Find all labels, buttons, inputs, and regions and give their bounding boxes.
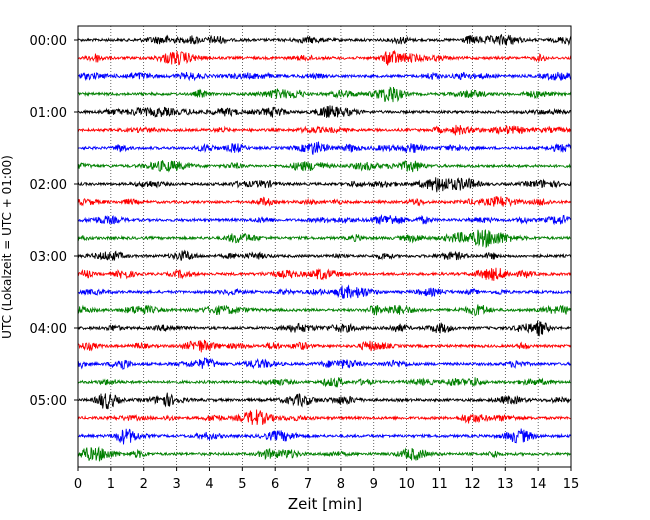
x-tick-label-7: 7 [304,477,312,492]
trace-03-00 [77,249,572,262]
trace-01-00 [77,105,572,118]
x-tick-label-4: 4 [205,477,213,492]
trace-05-15 [77,409,572,425]
x-tick-label-13: 13 [497,477,514,492]
trace-05-00 [77,392,572,410]
x-tick-label-9: 9 [370,477,378,492]
x-tick-label-5: 5 [238,477,246,492]
trace-02-00 [77,177,572,193]
trace-02-30 [77,213,572,226]
trace-00-30 [77,71,572,82]
x-tick-label-6: 6 [271,477,279,492]
x-tick-label-11: 11 [431,477,448,492]
trace-04-30 [77,357,572,370]
x-axis-label: Zeit [min] [288,495,362,513]
x-tick-label-15: 15 [563,477,580,492]
x-tick-label-10: 10 [398,477,415,492]
trace-04-45 [77,377,572,388]
y-tick-label-05-00: 05:00 [30,394,67,409]
trace-group [77,33,572,462]
trace-01-45 [77,160,572,173]
trace-05-30 [77,428,572,445]
trace-02-15 [77,196,571,208]
x-tick-label-0: 0 [74,477,82,492]
trace-00-00 [77,33,572,47]
x-tick-label-12: 12 [464,477,481,492]
x-tick-label-2: 2 [140,477,148,492]
trace-00-45 [77,86,572,103]
trace-02-45 [77,229,571,249]
trace-03-45 [77,304,572,317]
x-axis-ticks: 0 1 2 3 4 5 6 7 8 9 10 11 12 13 14 15 [74,467,579,492]
y-axis-ticks: 00:00 01:00 02:00 03:00 04:00 05:00 [30,34,78,409]
trace-03-15 [77,267,572,281]
y-tick-label-00-00: 00:00 [30,34,67,49]
trace-01-30 [77,141,572,155]
trace-04-00 [77,320,572,337]
y-tick-label-02-00: 02:00 [30,178,67,193]
trace-00-15 [77,49,572,66]
trace-01-15 [77,124,572,136]
y-axis-label: UTC (Lokalzeit = UTC + 01:00) [0,155,14,339]
plot-frame [77,25,572,468]
y-tick-label-01-00: 01:00 [30,106,67,121]
y-tick-label-03-00: 03:00 [30,250,67,265]
x-tick-label-14: 14 [530,477,547,492]
x-tick-label-3: 3 [172,477,180,492]
x-tick-label-1: 1 [107,477,115,492]
trace-05-45 [77,446,572,462]
trace-04-15 [77,339,572,353]
x-tick-label-8: 8 [337,477,345,492]
y-tick-label-04-00: 04:00 [30,322,67,337]
trace-03-30 [77,284,572,300]
